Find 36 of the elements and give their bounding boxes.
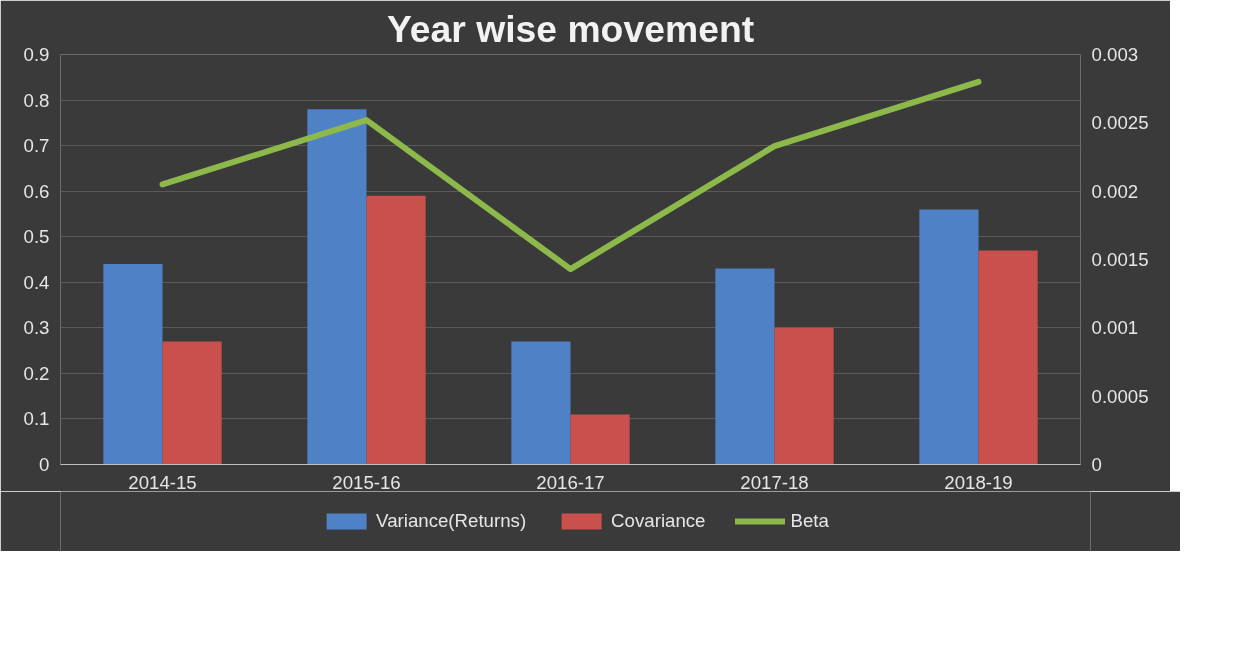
x-tick-label: 2017-18 xyxy=(740,471,809,493)
y-tick-label: 0 xyxy=(39,454,50,475)
bar xyxy=(919,209,979,465)
y2-tick-label: 0.002 xyxy=(1091,180,1139,202)
y-tick-label: 0.9 xyxy=(23,44,50,65)
bar xyxy=(366,195,426,465)
bar xyxy=(715,268,775,465)
y2-tick-label: 0.0005 xyxy=(1091,385,1149,407)
y-tick-label: 0.7 xyxy=(23,135,50,157)
y-tick-label: 0.3 xyxy=(23,317,50,339)
y2-tick-label: 0.003 xyxy=(1091,44,1139,65)
bar xyxy=(162,341,222,465)
legend-label: Covariance xyxy=(611,510,706,532)
bar xyxy=(570,414,630,465)
bar xyxy=(307,109,367,465)
y-tick-label: 0.5 xyxy=(23,226,50,248)
y-tick-label: 0.1 xyxy=(23,408,50,430)
y2-tick-label: 0 xyxy=(1091,454,1102,475)
bar xyxy=(774,327,834,465)
y2-tick-label: 0.0015 xyxy=(1091,249,1149,270)
y-tick-label: 0.4 xyxy=(23,271,50,293)
x-tick-label: 2014-15 xyxy=(128,471,197,493)
chart-title: Year wise movement xyxy=(386,7,755,50)
bar xyxy=(978,250,1038,465)
y2-tick-label: 0.0025 xyxy=(1091,112,1149,134)
bar xyxy=(511,341,571,465)
y-tick-label: 0.2 xyxy=(23,362,50,384)
y-tick-label: 0.8 xyxy=(23,89,50,111)
y-tick-label: 0.6 xyxy=(23,180,50,202)
x-tick-label: 2016-17 xyxy=(536,471,605,493)
legend-label: Variance(Returns) xyxy=(376,510,527,532)
y2-tick-label: 0.001 xyxy=(1091,317,1139,339)
legend-label: Beta xyxy=(790,510,829,532)
x-tick-label: 2018-19 xyxy=(944,471,1013,493)
bar xyxy=(103,264,163,465)
x-tick-label: 2015-16 xyxy=(332,471,401,493)
